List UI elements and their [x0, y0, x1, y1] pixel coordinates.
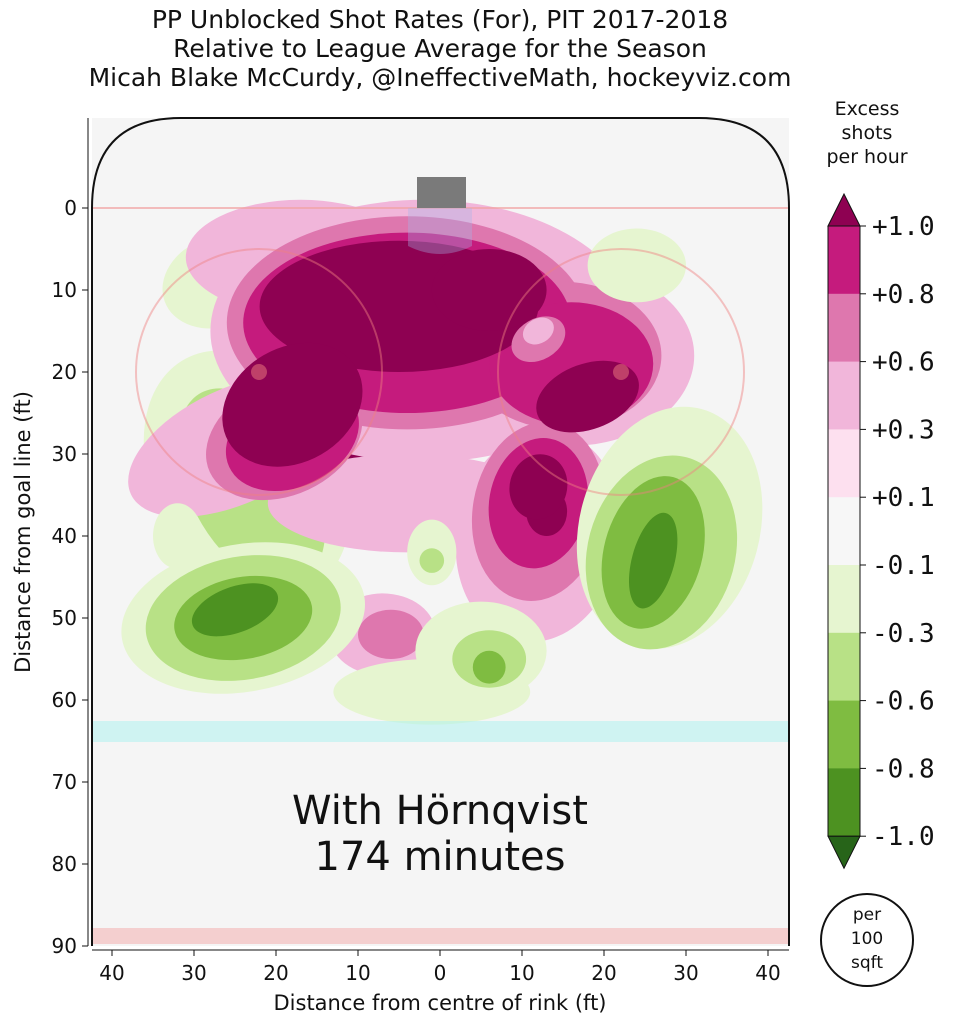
- heatmap-region-16: [358, 609, 424, 660]
- colorbar-label-2: +0.6: [872, 348, 935, 378]
- colorbar-label-6: -0.3: [872, 619, 935, 649]
- x-axis-title: Distance from centre of rink (ft): [274, 991, 607, 1015]
- heatmap-region-35: [587, 228, 686, 303]
- colorbar-band-6: [828, 632, 860, 702]
- colorbar-label-9: -1.0: [872, 822, 935, 852]
- x-axis-ticks: 40 30 20 10 0 10 20 30 40: [99, 950, 781, 985]
- x-tick-label-8: 40: [755, 961, 780, 985]
- x-tick-label-1: 30: [181, 961, 206, 985]
- colorbar-band-3: [828, 429, 860, 498]
- rink-markings: [92, 177, 789, 944]
- colorbar-label-3: +0.3: [872, 415, 935, 445]
- chart-title-line-2: Relative to League Average for the Seaso…: [173, 34, 707, 63]
- colorbar-band-5: [828, 565, 860, 634]
- centre-red-line: [92, 928, 789, 944]
- x-tick-label-2: 20: [263, 961, 288, 985]
- y-tick-label-5: 50: [52, 606, 77, 630]
- heatmap-region-27: [522, 317, 554, 345]
- rink-boards: [91, 117, 790, 946]
- colorbar-title-line-3: per hour: [826, 146, 907, 168]
- y-tick-label-0: 0: [64, 196, 77, 220]
- heatmap-region-43: [191, 583, 279, 637]
- colorbar-label-5: -0.1: [872, 551, 935, 581]
- x-tick-label-6: 20: [591, 961, 616, 985]
- y-tick-label-1: 10: [52, 278, 77, 302]
- faceoff-dot-right: [613, 364, 629, 380]
- colorbar-extend-bottom: [827, 835, 861, 870]
- x-tick-label-0: 40: [99, 961, 124, 985]
- y-tick-label-3: 30: [52, 442, 77, 466]
- colorbar-band-1: [828, 293, 860, 363]
- colorbar-title-line-2: shots: [842, 122, 893, 144]
- x-tick-label-4: 0: [434, 961, 447, 985]
- goal-net: [417, 177, 466, 208]
- colorbar-band-0: [828, 226, 860, 295]
- colorbar-title-line-1: Excess: [835, 98, 900, 120]
- x-tick-label-7: 30: [673, 961, 698, 985]
- heatmap-region-24: [536, 360, 639, 433]
- heatmap-region-33: [419, 548, 445, 573]
- blue-line: [92, 721, 789, 742]
- colorbar-label-4: +0.1: [872, 483, 935, 513]
- x-tick-label-5: 10: [509, 961, 534, 985]
- colorbar: Excess shots per hour +1.0 +0.8 +0.6 +0.3 +0…: [826, 98, 935, 870]
- colorbar-label-7: -0.6: [872, 687, 935, 717]
- colorbar-band-8: [828, 768, 860, 837]
- faceoff-circle-right: [497, 248, 745, 496]
- colorbar-label-1: +0.8: [872, 280, 935, 310]
- unit-badge-line-2: 100: [851, 929, 883, 949]
- colorbar-label-0: +1.0: [872, 212, 935, 242]
- chart-title-line-3: Micah Blake McCurdy, @IneffectiveMath, h…: [88, 63, 792, 92]
- y-tick-label-6: 60: [52, 688, 77, 712]
- colorbar-band-7: [828, 700, 860, 769]
- y-axis-ticks: 0 10 20 30 40 50 60 70 80 90: [52, 196, 88, 958]
- goal-crease: [408, 208, 472, 254]
- y-tick-label-7: 70: [52, 770, 77, 794]
- y-tick-label-9: 90: [52, 934, 77, 958]
- chart-title-line-1: PP Unblocked Shot Rates (For), PIT 2017-…: [151, 5, 729, 34]
- colorbar-band-2: [828, 361, 860, 430]
- y-tick-label-8: 80: [52, 852, 77, 876]
- heatmap-layer: [121, 199, 763, 725]
- y-tick-label-4: 40: [52, 524, 77, 548]
- colorbar-extend-top: [827, 192, 861, 227]
- heatmap-region-44: [509, 454, 568, 520]
- heatmap-region-23: [431, 249, 547, 331]
- colorbar-band-4: [828, 497, 860, 566]
- y-tick-label-2: 20: [52, 360, 77, 384]
- unit-badge-line-1: per: [853, 905, 881, 925]
- annotation-player: With Hörnqvist: [292, 788, 588, 834]
- unit-badge: per 100 sqft: [820, 893, 914, 987]
- annotation-minutes: 174 minutes: [315, 834, 566, 880]
- heatmap-region-39: [628, 512, 678, 609]
- faceoff-circle-left: [135, 248, 383, 496]
- unit-badge-line-3: sqft: [851, 953, 883, 973]
- x-tick-label-3: 10: [345, 961, 370, 985]
- unit-badge-circle: [820, 893, 914, 987]
- heatmap-region-36: [153, 503, 203, 569]
- colorbar-label-8: -0.8: [872, 754, 935, 784]
- heatmap-region-31: [472, 650, 506, 684]
- faceoff-dot-left: [251, 364, 267, 380]
- y-axis-title: Distance from goal line (ft): [11, 391, 35, 673]
